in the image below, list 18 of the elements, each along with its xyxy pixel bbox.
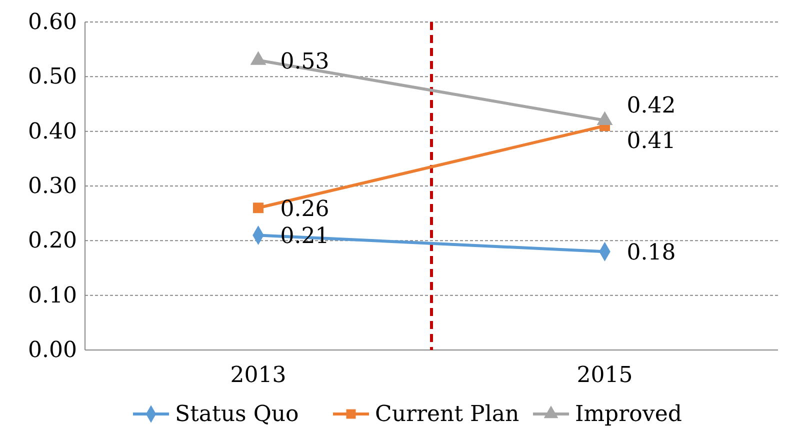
data-label: 0.41 xyxy=(626,128,676,154)
y-tick-label: 0.30 xyxy=(28,174,77,199)
data-label: 0.18 xyxy=(626,240,676,266)
legend-label: Improved xyxy=(575,402,682,427)
y-tick-label: 0.00 xyxy=(28,338,77,363)
y-tick-label: 0.50 xyxy=(28,64,77,90)
y-tick-label: 0.60 xyxy=(28,10,77,35)
x-tick-label: 2013 xyxy=(230,363,286,388)
x-tick-label: 2015 xyxy=(576,363,633,388)
y-tick-label: 0.40 xyxy=(28,119,77,144)
point xyxy=(253,202,264,214)
data-label: 0.53 xyxy=(280,49,330,74)
legend-label: Status Quo xyxy=(175,402,299,427)
y-tick-label: 0.20 xyxy=(28,228,77,254)
data-label: 0.42 xyxy=(626,93,676,118)
y-tick-label: 0.10 xyxy=(28,283,77,308)
data-label: 0.26 xyxy=(280,196,330,222)
legend-label: Current Plan xyxy=(375,402,520,427)
